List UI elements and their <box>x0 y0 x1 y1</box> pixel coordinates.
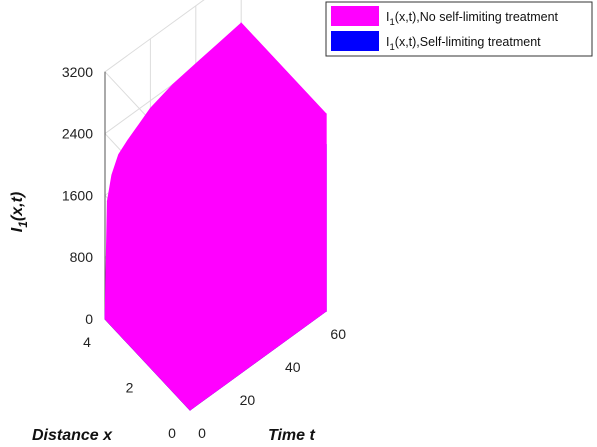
z-axis-label-sub: 1 <box>16 221 30 228</box>
tick-labels: 0 800 1600 2400 3200 0 20 40 60 0 2 4 <box>62 64 346 441</box>
legend-label-self-limiting-rest: (x,t),Self-limiting treatment <box>395 35 541 49</box>
x-axis-label: Time t <box>268 427 316 444</box>
time-tick-label: 20 <box>240 392 256 408</box>
z-axis-label-rest: (x,t) <box>9 192 26 221</box>
legend-label-no-self-limiting-sub: 1 <box>389 17 394 28</box>
z-tick-label: 3200 <box>62 64 93 80</box>
distance-tick-label: 2 <box>126 380 134 396</box>
legend-label-no-self-limiting-main: I <box>386 10 389 24</box>
legend-label-no-self-limiting: I1(x,t),No self-limiting treatment <box>386 10 559 28</box>
surface-plot <box>104 21 327 411</box>
time-tick-label: 40 <box>285 359 301 375</box>
legend-swatch-no-self-limiting <box>331 6 379 26</box>
legend[interactable]: I1(x,t),No self-limiting treatment I1(x,… <box>325 1 593 57</box>
z-tick-label: 800 <box>70 249 94 265</box>
legend-label-no-self-limiting-rest: (x,t),No self-limiting treatment <box>395 10 559 24</box>
y-axis-label: Distance x <box>32 427 113 444</box>
time-tick-label: 0 <box>198 425 206 441</box>
distance-tick-label: 4 <box>83 334 91 350</box>
distance-tick-label: 0 <box>168 425 176 441</box>
z-tick-label: 1600 <box>62 187 93 203</box>
time-tick-label: 60 <box>330 326 346 342</box>
legend-label-self-limiting: I1(x,t),Self-limiting treatment <box>386 35 541 53</box>
z-axis-label-main: I <box>9 227 26 232</box>
series-no-self-limiting <box>104 21 327 411</box>
legend-label-self-limiting-sub: 1 <box>389 42 394 53</box>
z-tick-label: 2400 <box>62 126 93 142</box>
legend-label-self-limiting-main: I <box>386 35 389 49</box>
legend-swatch-self-limiting <box>331 31 379 51</box>
z-axis-label: I1(x,t) <box>9 192 30 232</box>
z-tick-label: 0 <box>85 311 93 327</box>
surface-end-face <box>240 21 327 313</box>
